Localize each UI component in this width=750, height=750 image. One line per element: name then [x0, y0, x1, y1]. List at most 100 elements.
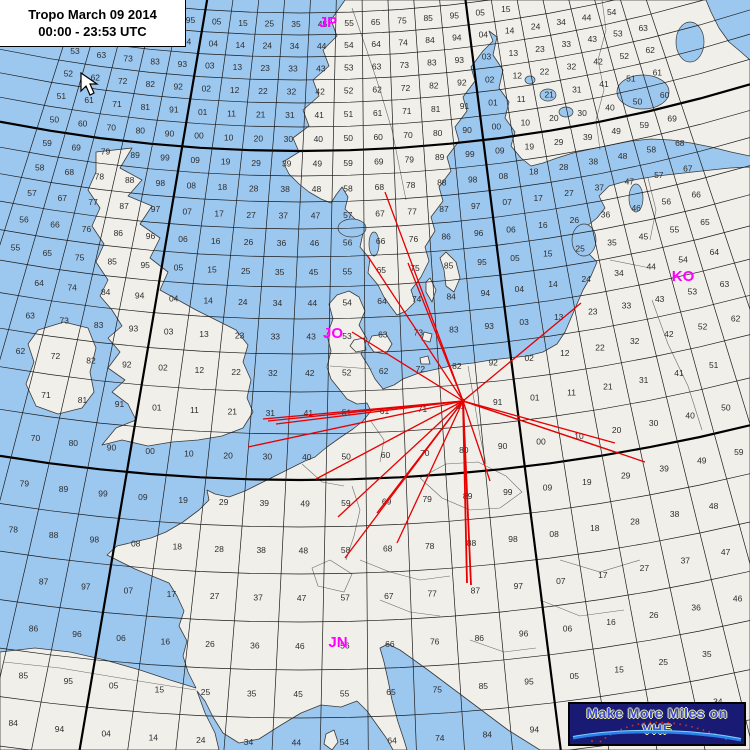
grid-meridian [0, 0, 156, 680]
grid-square-label: 47 [721, 547, 731, 557]
grid-square-label: 50 [50, 114, 60, 124]
grid-square-label: 22 [595, 342, 605, 352]
grid-square-label: 34 [273, 298, 283, 308]
grid-square-label: 39 [282, 158, 292, 168]
logo-watermark: Make More Miles on VHF [568, 702, 746, 746]
grid-square-label: 52 [342, 367, 352, 377]
grid-square-label: 95 [477, 257, 487, 267]
grid-square-label: 29 [621, 470, 631, 480]
grid-square-label: 48 [299, 546, 309, 556]
grid-square-label: 92 [173, 82, 183, 92]
grid-square-label: 45 [318, 19, 328, 29]
grid-square-label: 13 [233, 62, 243, 72]
grid-square-label: 74 [435, 733, 445, 743]
grid-square-label: 96 [474, 228, 484, 238]
grid-square-label: 21 [603, 382, 613, 392]
grid-square-label: 08 [549, 529, 559, 539]
grid-square-label: 34 [290, 41, 300, 51]
propagation-path [351, 331, 464, 402]
title-date: Tropo March 09 2014 [28, 7, 157, 22]
grid-square-label: 51 [626, 73, 636, 83]
grid-square-label: 94 [530, 725, 540, 735]
grid-square-label: 79 [101, 146, 111, 156]
grid-square-label: 16 [606, 617, 616, 627]
grid-square-label: 27 [564, 188, 574, 198]
logo-horizon-art [572, 721, 742, 743]
grid-square-label: 90 [107, 442, 117, 452]
grid-square-label: 01 [152, 402, 162, 412]
grid-square-label: 03 [519, 317, 529, 327]
grid-square-label: 39 [583, 132, 593, 142]
lake [524, 75, 536, 85]
grid-square-label: 28 [214, 544, 224, 554]
grid-square-label: 95 [186, 15, 196, 25]
grid-square-label: 12 [195, 365, 205, 375]
grid-square-label: 57 [340, 593, 350, 603]
grid-square-label: 37 [595, 183, 605, 193]
propagation-path [384, 191, 464, 402]
grid-square-label: 60 [660, 90, 670, 100]
grid-square-label: 77 [427, 589, 437, 599]
country-border [311, 559, 353, 593]
grid-square-label: 50 [344, 133, 354, 143]
grid-square-label: 35 [275, 267, 285, 277]
grid-square-label: 24 [238, 297, 248, 307]
lake [628, 183, 644, 213]
grid-square-label: 42 [664, 329, 674, 339]
grid-square-label: 22 [231, 367, 241, 377]
grid-square-label: 79 [405, 155, 415, 165]
grid-square-label: 32 [567, 62, 577, 72]
grid-meridian [568, 0, 750, 739]
grid-square-label: 81 [431, 104, 441, 114]
grid-square-label: 91 [493, 397, 503, 407]
grid-square-label: 85 [479, 681, 489, 691]
grid-meridian [127, 0, 234, 750]
grid-square-label: 05 [475, 8, 485, 18]
grid-square-label: 14 [149, 733, 159, 743]
grid-square-label: 36 [277, 238, 287, 248]
grid-square-label: 95 [140, 260, 150, 270]
grid-square-label: 12 [230, 85, 240, 95]
lake [539, 88, 557, 102]
grid-square-label: 16 [161, 637, 171, 647]
grid-meridian [319, 0, 337, 750]
grid-square-label: 80 [433, 128, 443, 138]
grid-meridian-field-boundary [464, 0, 562, 750]
grid-square-label: 58 [647, 145, 657, 155]
grid-square-label: 03 [164, 327, 174, 337]
grid-square-label: 17 [598, 570, 608, 580]
grid-meridian [0, 0, 130, 502]
grid-square-label: 15 [207, 265, 217, 275]
grid-square-label: 82 [429, 81, 439, 91]
grid-square-label: 74 [398, 37, 408, 47]
lake [675, 21, 705, 63]
grid-square-label: 10 [184, 449, 194, 459]
grid-square-label: 31 [266, 408, 276, 418]
grid-meridian [490, 0, 610, 750]
grid-square-label: 96 [146, 231, 156, 241]
grid-square-label: 63 [25, 310, 35, 320]
cursor-icon [80, 72, 99, 96]
grid-square-label: 80 [69, 438, 79, 448]
grid-square-label: 09 [138, 492, 148, 502]
grid-square-label: 93 [484, 321, 494, 331]
grid-square-label: 52 [344, 86, 354, 96]
grid-square-label: 97 [151, 204, 161, 214]
grid-square-label: 93 [455, 55, 465, 65]
title-time-range: 00:00 - 23:53 UTC [38, 24, 147, 39]
grid-square-label: 61 [653, 67, 663, 77]
grid-square-label: 54 [678, 254, 688, 264]
grid-square-label: 51 [709, 360, 719, 370]
grid-square-label: 23 [260, 63, 270, 73]
propagation-path [407, 262, 464, 402]
grid-square-label: 19 [221, 157, 231, 167]
grid-square-label: 94 [182, 37, 192, 47]
propagation-path [337, 400, 464, 518]
propagation-path [247, 400, 464, 448]
grid-square-label: 80 [136, 126, 146, 136]
grid-square-label: 08 [187, 180, 197, 190]
grid-square-label: 70 [403, 130, 413, 140]
grid-square-label: 60 [373, 132, 383, 142]
grid-meridian [516, 0, 658, 750]
